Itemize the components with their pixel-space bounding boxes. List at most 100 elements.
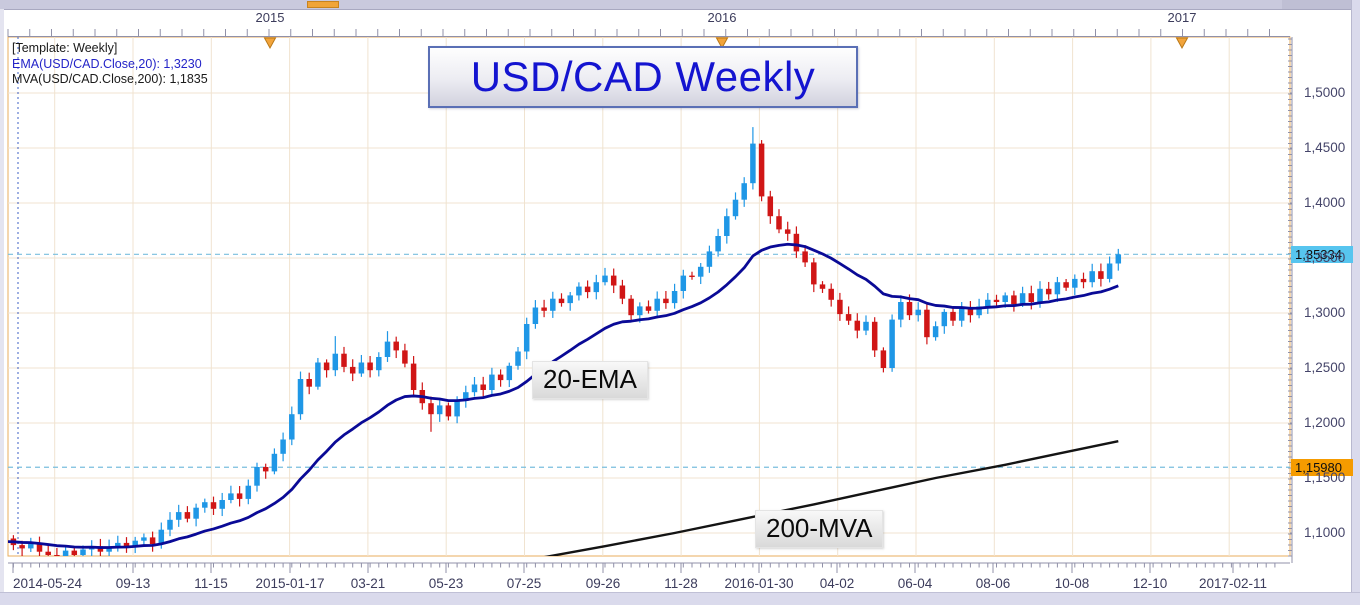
scrollbar-thumb[interactable] (307, 1, 339, 8)
candle-down (802, 251, 808, 263)
candle-down (71, 550, 78, 555)
x-axis-tick-label: 11-15 (194, 576, 228, 591)
candle-down (45, 551, 51, 555)
candle-down (854, 320, 861, 331)
candle-down (323, 362, 330, 371)
candle-up (506, 365, 513, 381)
candle-up (1089, 271, 1095, 283)
candle-up (724, 216, 730, 236)
candle-down (663, 298, 669, 304)
candle-down (445, 405, 452, 417)
x-axis-tick-label: 03-21 (350, 576, 386, 591)
candle-up (550, 298, 556, 311)
candle-up (958, 308, 965, 321)
candle-down (811, 262, 817, 285)
candle-up (271, 453, 278, 472)
mva-200-line (543, 439, 1119, 556)
candle-up (193, 507, 199, 519)
x-axis-tick-label: 05-23 (428, 576, 464, 591)
candle-up (219, 500, 225, 509)
candle-up (489, 374, 495, 390)
candle-up (889, 319, 895, 368)
y-axis-tick-label: 1,1500 (1304, 470, 1346, 485)
candle-down (262, 467, 269, 472)
candle-up (976, 306, 982, 316)
candle-down (645, 306, 652, 311)
candle-up (671, 291, 678, 304)
candle-down (967, 308, 974, 316)
candle-up (175, 512, 182, 520)
candle-down (36, 544, 43, 552)
candle-up (898, 302, 904, 320)
candle-up (1072, 278, 1078, 288)
x-axis-tick-label: 11-28 (664, 576, 698, 591)
candle-down (428, 403, 434, 415)
y-axis-tick-label: 1,5000 (1304, 85, 1346, 100)
candle-down (993, 299, 1000, 302)
candle-up (80, 549, 86, 555)
candle-down (306, 379, 312, 387)
candle-down (558, 298, 565, 304)
candle-up (28, 544, 34, 549)
x-axis-tick-label: 04-02 (819, 576, 855, 591)
candle-down (584, 286, 591, 293)
x-axis-tick-label: 12-10 (1132, 576, 1168, 591)
candle-up (654, 298, 660, 311)
candle-down (784, 229, 791, 234)
candle-down (950, 311, 956, 321)
candle-down (880, 350, 887, 368)
x-axis-tick-label: 07-25 (506, 576, 542, 591)
x-axis-tick-label: 08-06 (975, 576, 1011, 591)
year-label: 2015 (255, 10, 285, 25)
candle-up (228, 493, 234, 500)
candle-up (245, 485, 252, 499)
candle-up (115, 542, 121, 548)
x-axis-tick-label: 09-26 (585, 576, 621, 591)
candle-up (1019, 293, 1026, 305)
candle-down (793, 233, 800, 252)
candle-up (567, 295, 573, 304)
candle-down (184, 512, 191, 519)
candle-up (532, 307, 539, 324)
year-label: 2016 (707, 10, 737, 25)
candle-up (167, 519, 173, 530)
candle-down (871, 321, 878, 351)
candle-down (837, 299, 843, 315)
x-axis-tick-label: 2017-02-11 (1198, 576, 1268, 591)
candle-up (863, 321, 869, 331)
candle-up (697, 266, 704, 277)
candle-down (819, 284, 826, 289)
legend-mva-line: MVA(USD/CAD.Close,200): 1,1835 (12, 72, 208, 86)
legend-template-line: [Template: Weekly] (12, 41, 118, 55)
candle-up (1037, 288, 1043, 302)
year-marker-triangle (263, 37, 277, 50)
y-axis-tick-label: 1,3000 (1304, 305, 1346, 320)
window-left-edge (0, 9, 4, 592)
year-marker-triangle (715, 37, 729, 50)
candle-down (845, 314, 852, 321)
candle-up (941, 311, 948, 327)
y-axis-tick-label: 1,2500 (1304, 360, 1346, 375)
x-axis-tick-label: 06-04 (897, 576, 933, 591)
candle-up (932, 326, 939, 338)
window-bottom-edge (0, 592, 1360, 605)
candle-down (628, 298, 634, 316)
candle-down (689, 275, 695, 277)
candle-down (341, 353, 347, 367)
candle-up (985, 299, 991, 307)
ema-line-label: 20-EMA (532, 361, 648, 399)
candle-up (358, 362, 365, 374)
candle-up (706, 251, 713, 267)
candle-up (471, 384, 478, 393)
candle-down (149, 537, 156, 544)
candle-up (254, 467, 260, 486)
year-marker-triangle (1175, 37, 1189, 50)
candle-down (236, 493, 243, 499)
candle-up (915, 309, 921, 316)
x-axis-tick-label: 09-13 (115, 576, 151, 591)
candle-up (637, 306, 643, 316)
horizontal-scrollbar[interactable] (0, 0, 1360, 10)
candle-down (1063, 282, 1069, 288)
alert-price-tag: 1,15980 (1291, 458, 1353, 476)
year-label: 2017 (1167, 10, 1197, 25)
